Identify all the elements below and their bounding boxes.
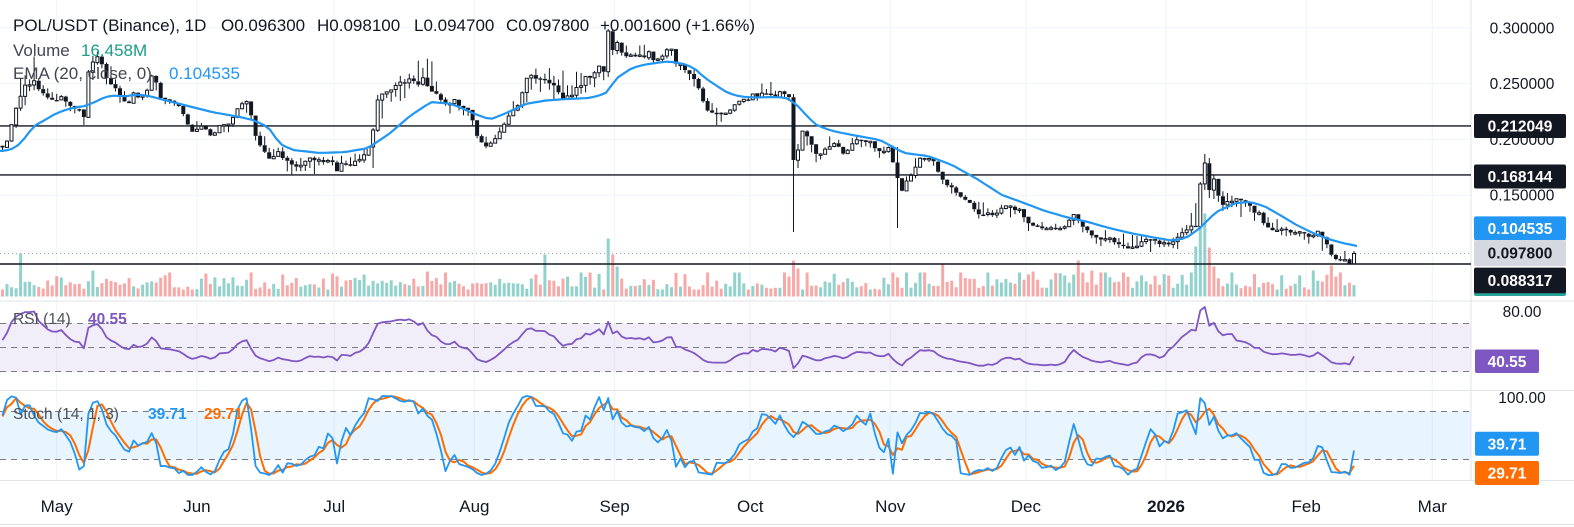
svg-text:2026: 2026 [1147, 497, 1185, 516]
svg-text:C0.097800: C0.097800 [506, 16, 589, 35]
svg-text:40.55: 40.55 [88, 311, 127, 328]
svg-text:0.104535: 0.104535 [169, 64, 240, 83]
svg-text:Dec: Dec [1011, 497, 1042, 516]
svg-text:RSI (14): RSI (14) [13, 311, 71, 328]
svg-text:0.104535: 0.104535 [1488, 221, 1553, 238]
svg-text:39.71: 39.71 [148, 406, 187, 423]
svg-text:80.00: 80.00 [1503, 304, 1542, 321]
svg-text:40.55: 40.55 [1488, 354, 1527, 371]
svg-text:POL/USDT (Binance), 1D: POL/USDT (Binance), 1D [13, 16, 206, 35]
svg-text:100.00: 100.00 [1498, 390, 1546, 407]
svg-text:0.150000: 0.150000 [1490, 188, 1555, 205]
svg-text:H0.098100: H0.098100 [317, 16, 400, 35]
svg-text:May: May [41, 497, 74, 516]
svg-text:Oct: Oct [737, 497, 764, 516]
svg-text:29.71: 29.71 [204, 406, 243, 423]
svg-text:Nov: Nov [875, 497, 906, 516]
svg-text:L0.094700: L0.094700 [414, 16, 494, 35]
svg-text:+0.001600 (+1.66%): +0.001600 (+1.66%) [600, 16, 755, 35]
svg-text:0.212049: 0.212049 [1488, 119, 1553, 136]
svg-text:Sep: Sep [599, 497, 629, 516]
svg-text:0.088317: 0.088317 [1488, 273, 1553, 290]
svg-text:0.300000: 0.300000 [1490, 20, 1555, 37]
svg-text:Mar: Mar [1418, 497, 1448, 516]
svg-text:Feb: Feb [1292, 497, 1321, 516]
svg-text:Volume: Volume [13, 41, 70, 60]
svg-text:Jul: Jul [323, 497, 345, 516]
svg-text:O0.096300: O0.096300 [221, 16, 305, 35]
svg-text:0.250000: 0.250000 [1490, 76, 1555, 93]
svg-text:0.097800: 0.097800 [1488, 246, 1553, 263]
svg-text:Aug: Aug [459, 497, 489, 516]
svg-text:16.458M: 16.458M [81, 41, 147, 60]
svg-text:0.168144: 0.168144 [1488, 169, 1553, 186]
svg-text:39.71: 39.71 [1488, 436, 1527, 453]
svg-text:Stoch (14, 1, 3): Stoch (14, 1, 3) [13, 406, 119, 423]
svg-text:EMA (20, close, 0): EMA (20, close, 0) [13, 64, 152, 83]
svg-text:29.71: 29.71 [1488, 466, 1527, 483]
svg-text:Jun: Jun [183, 497, 210, 516]
